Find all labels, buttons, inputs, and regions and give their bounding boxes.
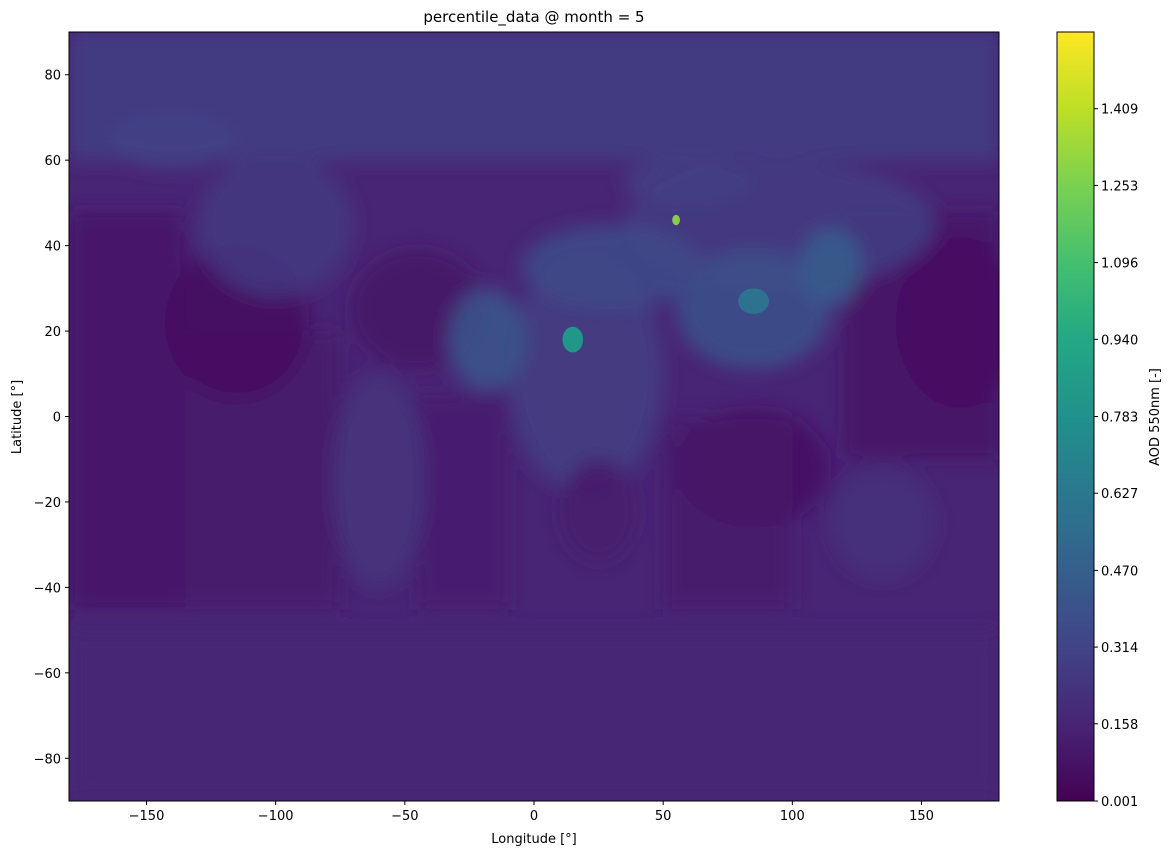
colorbar (1056, 31, 1095, 802)
colorbar-tick-label: 1.253 (1101, 179, 1138, 194)
heatmap-region-9 (676, 407, 832, 528)
heatmap-region-23 (562, 326, 584, 353)
heatmap-region-12 (332, 373, 426, 588)
y-tick-label: −20 (34, 496, 61, 511)
colorbar-label: AOD 550nm [-] (1148, 368, 1163, 466)
heatmap-region-1 (69, 630, 999, 801)
colorbar-tick-label: 1.409 (1101, 103, 1138, 118)
y-tick-label: 0 (53, 411, 61, 426)
colorbar-tick-label: 0.783 (1101, 411, 1138, 426)
x-axis: −150 −100 −50 0 50 100 150 (129, 801, 934, 824)
colorbar-tick-label: 0.627 (1101, 487, 1138, 502)
x-axis-label: Longitude [°] (491, 832, 576, 847)
colorbar-tick-label: 0.001 (1101, 795, 1138, 810)
heatmap-region-14 (559, 459, 638, 562)
heatmap-regions (69, 32, 999, 801)
heatmap-region-20 (800, 228, 863, 306)
x-tick-label: −150 (129, 809, 165, 824)
x-tick-label: 100 (780, 809, 805, 824)
heatmap-region-24 (672, 214, 680, 226)
y-axis: 80 60 40 20 0 −20 −40 −60 −80 (34, 69, 69, 767)
colorbar-tick-label: 0.314 (1101, 641, 1138, 656)
colorbar-tick-label: 0.470 (1101, 564, 1138, 579)
heatmap-region-25 (738, 288, 770, 314)
y-tick-label: −80 (34, 752, 61, 767)
heatmap-area (69, 32, 999, 801)
y-tick-label: 40 (44, 240, 61, 255)
heatmap-region-17 (521, 224, 702, 310)
y-axis-label: Latitude [°] (10, 380, 25, 454)
heatmap-region-11 (198, 151, 354, 297)
heatmap-region-8 (895, 237, 999, 408)
chart-title: percentile_data @ month = 5 (423, 8, 644, 27)
x-tick-label: −100 (258, 809, 294, 824)
y-tick-label: 60 (44, 154, 61, 169)
colorbar-tick-label: 0.158 (1101, 718, 1138, 733)
y-tick-label: 80 (44, 69, 61, 84)
heatmap-region-19 (448, 288, 527, 391)
heatmap-region-2 (69, 211, 186, 609)
heatmap-hotspots (562, 214, 770, 353)
heatmap-region-5 (417, 395, 509, 609)
x-tick-label: −50 (391, 809, 418, 824)
heatmap-region-21 (107, 108, 237, 169)
heatmap-region-22 (624, 155, 754, 208)
y-tick-label: −40 (34, 581, 61, 596)
x-tick-label: 0 (530, 809, 538, 824)
colorbar-tick-label: 0.940 (1101, 333, 1138, 348)
heatmap-region-18 (831, 467, 935, 579)
y-tick-label: −60 (34, 667, 61, 682)
x-tick-label: 150 (909, 809, 934, 824)
colorbar-tick-label: 1.096 (1101, 257, 1138, 272)
heatmap-region-13 (508, 254, 664, 494)
x-tick-label: 50 (655, 809, 672, 824)
y-tick-label: 20 (44, 325, 61, 340)
colorbar-ticks: 0.001 0.158 0.314 0.470 0.627 0.783 0.940 1.096… (1094, 103, 1138, 810)
